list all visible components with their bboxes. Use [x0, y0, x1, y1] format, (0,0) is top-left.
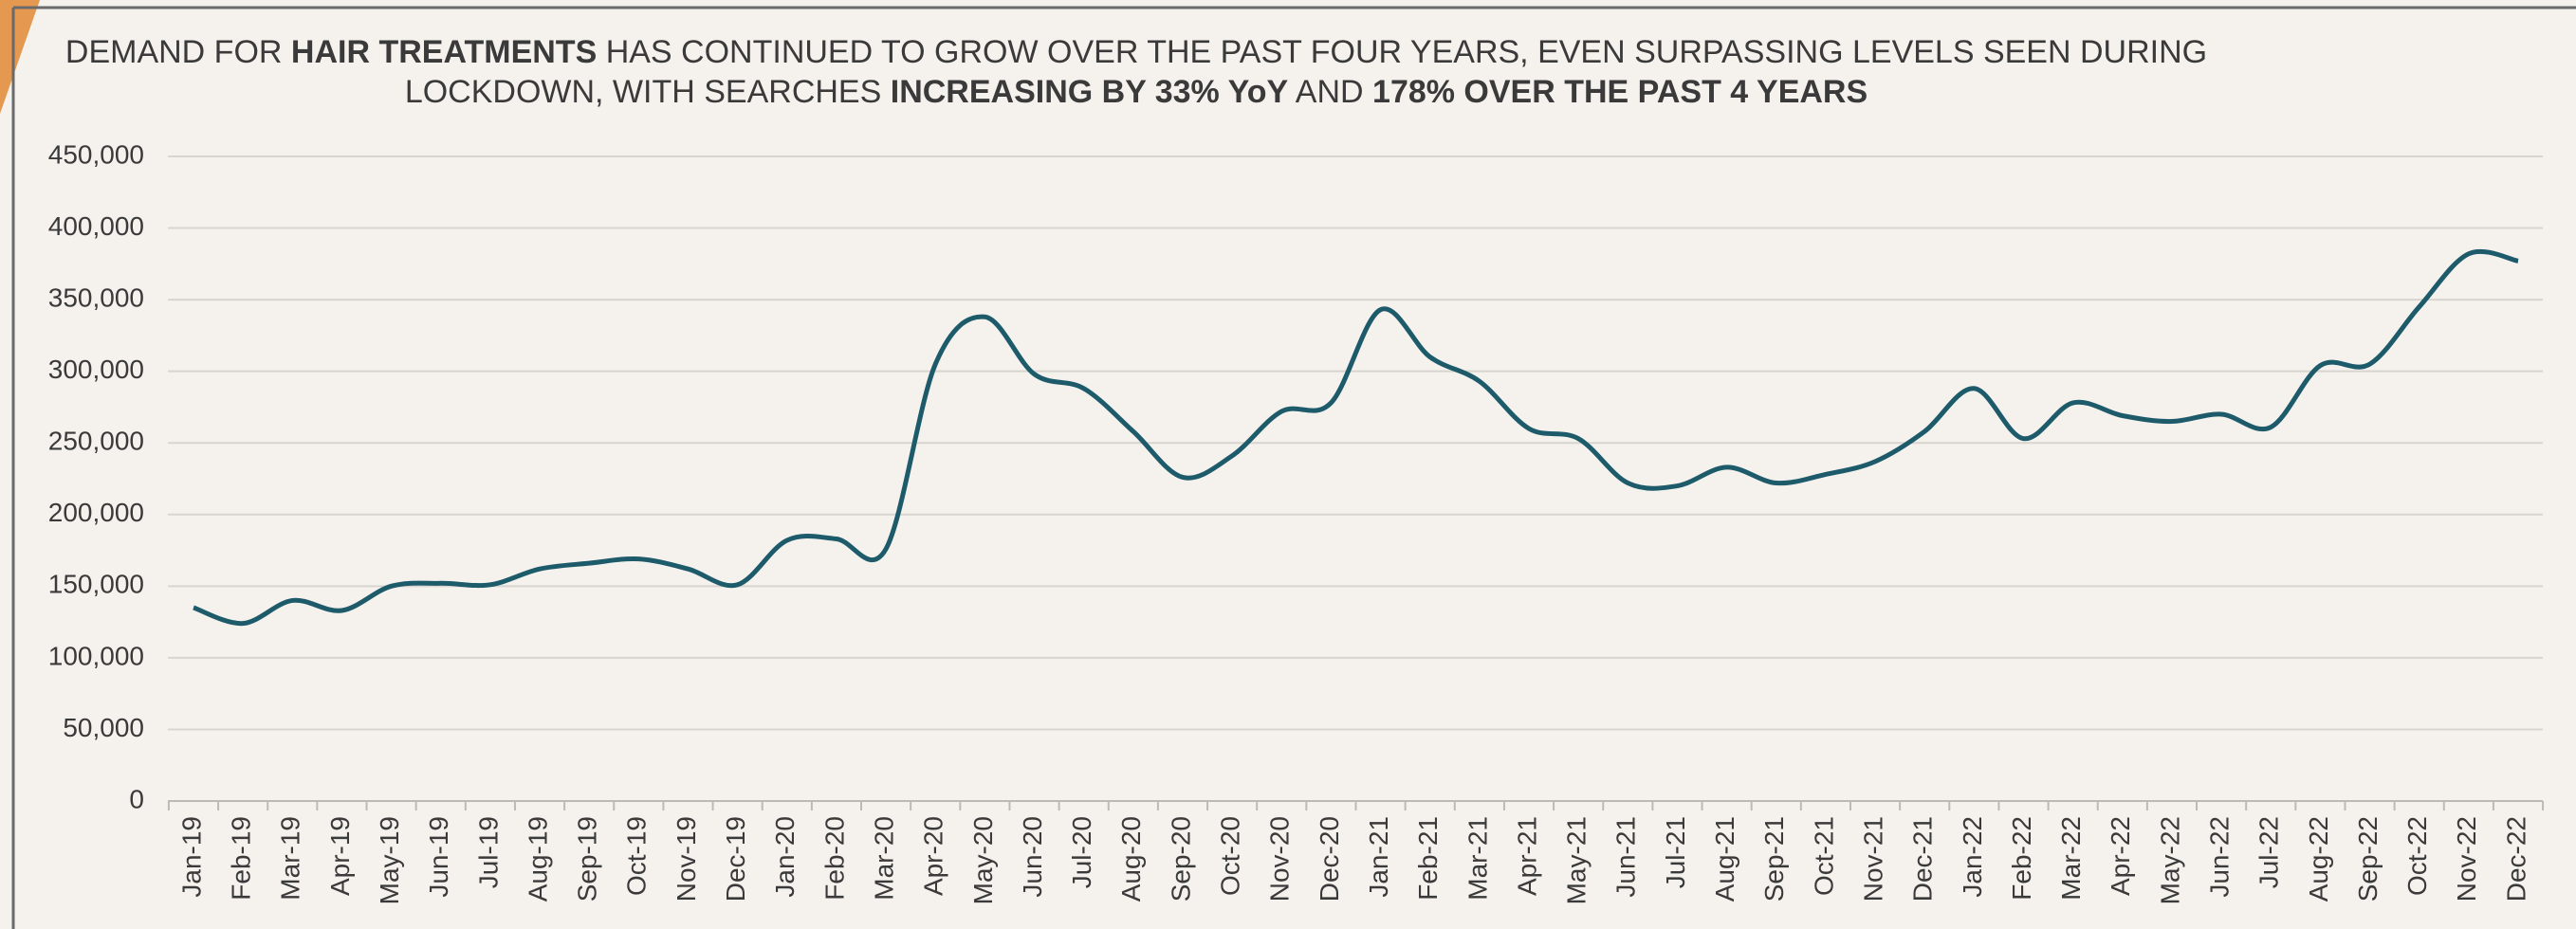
x-tick-label: Nov-20	[1265, 816, 1295, 902]
x-tick-label: Jun-21	[1611, 816, 1641, 898]
x-tick-label: Mar-19	[276, 816, 305, 901]
y-tick-label: 50,000	[63, 713, 144, 742]
x-tick-label: Feb-21	[1413, 816, 1443, 901]
x-tick-label: Jul-19	[473, 816, 503, 888]
title-line: LOCKDOWN, WITH SEARCHES INCREASING BY 33…	[405, 74, 1868, 110]
x-tick-label: Oct-22	[2402, 816, 2432, 896]
title: DEMAND FOR HAIR TREATMENTS HAS CONTINUED…	[65, 34, 2207, 110]
title-run: AND	[1288, 74, 1372, 110]
x-tick-label: Mar-21	[1463, 816, 1492, 901]
x-tick-label: Jul-22	[2254, 816, 2284, 888]
x-tick-label: Nov-22	[2452, 816, 2481, 902]
y-tick-label: 150,000	[48, 570, 144, 599]
grid	[168, 155, 2543, 802]
title-line: DEMAND FOR HAIR TREATMENTS HAS CONTINUED…	[65, 34, 2207, 70]
x-tick-label: Jun-19	[424, 816, 453, 898]
x-tick-label: Feb-20	[819, 816, 849, 901]
x-tick-label: Dec-19	[721, 816, 750, 902]
x-tick-label: Aug-22	[2304, 816, 2333, 902]
x-tick-label: Dec-22	[2501, 816, 2530, 902]
x-tick-label: Apr-22	[2106, 816, 2135, 896]
x-tick-label: Dec-20	[1315, 816, 1344, 902]
x-tick-label: Jun-20	[1018, 816, 1047, 898]
data-line	[193, 248, 2519, 627]
x-tick-label: May-19	[375, 816, 404, 904]
x-tick-label: Sep-20	[1166, 816, 1195, 902]
x-tick-label: Nov-21	[1858, 816, 1887, 902]
x-tick-label: Jul-20	[1067, 816, 1096, 888]
y-tick-label: 100,000	[48, 641, 144, 670]
title-run: HAS CONTINUED TO GROW OVER THE PAST FOUR…	[597, 34, 2207, 70]
x-tick-label: Jul-21	[1661, 816, 1690, 888]
title-run: INCREASING BY 33% YoY	[891, 74, 1289, 110]
x-tick-label: Sep-22	[2353, 816, 2383, 902]
x-tick-label: Apr-21	[1512, 816, 1541, 896]
y-tick-label: 0	[129, 784, 144, 813]
x-tick-label: Feb-22	[2007, 816, 2036, 901]
y-tick-label: 400,000	[48, 211, 144, 241]
y-tick-label: 300,000	[48, 355, 144, 384]
x-tick-label: Aug-19	[523, 816, 552, 902]
x-tick-label: Mar-20	[869, 816, 898, 901]
x-tick-label: Oct-21	[1809, 816, 1838, 896]
x-tick-label: Oct-19	[622, 816, 652, 896]
x-tick-label: Jan-21	[1364, 816, 1393, 898]
x-tick-label: Jan-20	[770, 816, 800, 898]
x-tick-label: May-22	[2155, 816, 2184, 904]
x-tick-label: Dec-21	[1908, 816, 1938, 902]
title-run: HAIR TREATMENTS	[291, 34, 597, 70]
x-tick-label: Jan-19	[176, 816, 206, 898]
x-tick-label: Nov-19	[672, 816, 701, 902]
y-tick-label: 200,000	[48, 498, 144, 527]
corner-decoration	[0, 0, 40, 114]
title-run: 178% OVER THE PAST 4 YEARS	[1372, 74, 1868, 110]
title-run: LOCKDOWN, WITH SEARCHES	[405, 74, 891, 110]
x-tick-label: Aug-21	[1710, 816, 1739, 902]
title-run: DEMAND FOR	[65, 34, 291, 70]
x-tick-label: Apr-19	[325, 816, 355, 896]
x-tick-label: Oct-20	[1216, 816, 1245, 896]
x-tick-label: Sep-19	[573, 816, 602, 902]
y-tick-label: 250,000	[48, 427, 144, 456]
x-tick-label: Sep-21	[1759, 816, 1789, 902]
x-tick-label: May-21	[1562, 816, 1592, 904]
x-tick-label: Feb-19	[227, 816, 256, 901]
x-tick-label: Jun-22	[2204, 816, 2234, 898]
x-tick-label: Jan-22	[1958, 816, 1987, 898]
x-tick-label: Apr-20	[919, 816, 948, 896]
y-tick-label: 350,000	[48, 283, 144, 313]
x-tick-label: Mar-22	[2056, 816, 2086, 901]
x-tick-label: May-20	[968, 816, 998, 904]
y-tick-label: 450,000	[48, 139, 144, 169]
x-tick-label: Aug-20	[1116, 816, 1146, 902]
